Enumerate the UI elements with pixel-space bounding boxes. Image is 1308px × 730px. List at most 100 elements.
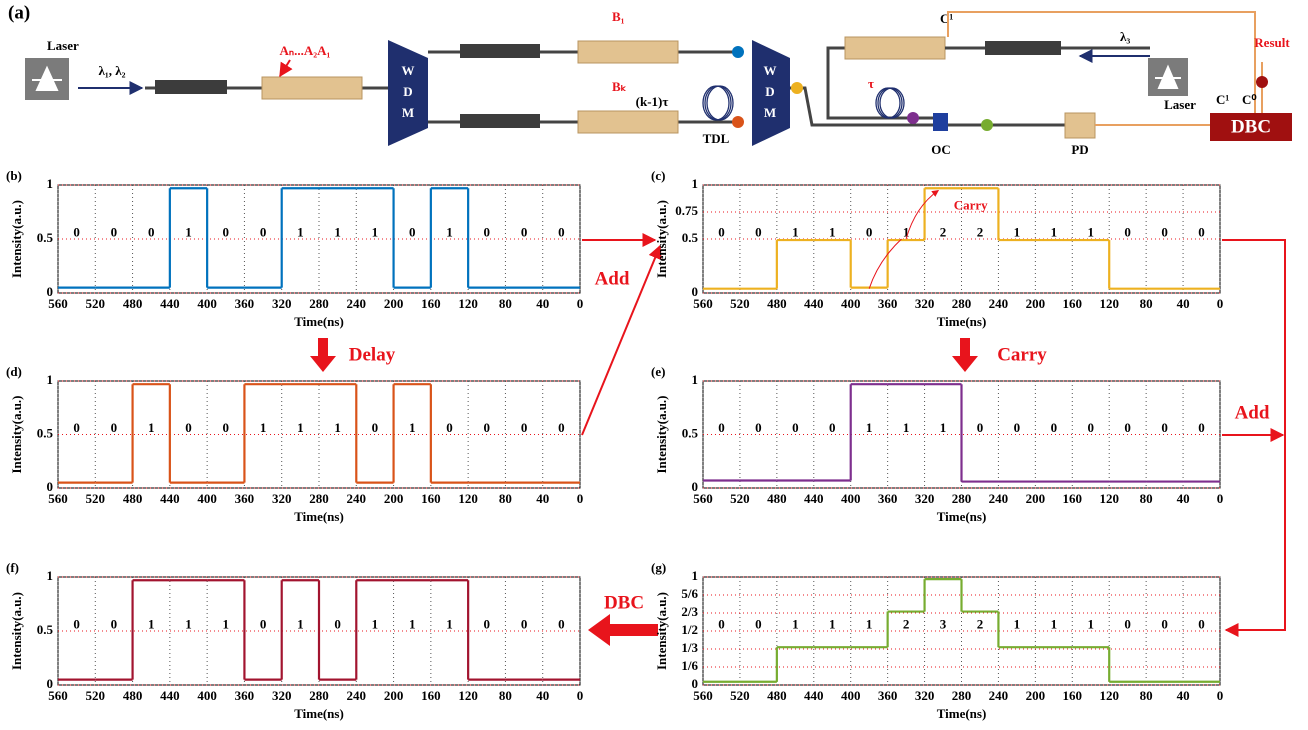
bit-label: 0 (1161, 225, 1168, 240)
bit-label: 1 (1014, 617, 1021, 632)
x-tick-label: 320 (915, 688, 935, 703)
x-tick-label: 440 (804, 688, 824, 703)
x-tick-label: 480 (123, 296, 143, 311)
x-tick-label: 280 (309, 296, 329, 311)
x-tick-label: 40 (1177, 296, 1190, 311)
x-tick-label: 120 (1099, 688, 1119, 703)
y-tick-label: 1/2 (681, 622, 698, 637)
pd-label: PD (1071, 142, 1088, 157)
phase-modulator (155, 80, 227, 94)
bit-label: 1 (223, 617, 230, 632)
wdm-letter: M (764, 105, 776, 120)
x-axis-label: Time(ns) (937, 706, 987, 721)
bit-label: 0 (1198, 420, 1205, 435)
coupler (933, 113, 948, 131)
bit-label: 0 (718, 420, 725, 435)
y-tick-label: 1 (47, 176, 54, 191)
x-tick-label: 80 (499, 296, 512, 311)
x-tick-label: 400 (841, 296, 861, 311)
x-tick-label: 520 (86, 688, 106, 703)
y-axis-label: Intensity(a.u.) (654, 200, 669, 278)
wdm-letter: D (765, 84, 774, 99)
flow-label: Delay (349, 344, 396, 365)
bit-label: 1 (334, 420, 341, 435)
y-tick-label: 1 (47, 372, 54, 387)
x-tick-label: 80 (1140, 688, 1153, 703)
fiber (790, 48, 1065, 125)
signal-label: Aₙ...A₂A₁ (280, 43, 331, 58)
wdm-letter: M (402, 105, 414, 120)
x-tick-label: 440 (160, 296, 180, 311)
laser-label: Laser (1164, 97, 1196, 112)
x-tick-label: 40 (1177, 491, 1190, 506)
delay-line (876, 88, 904, 118)
panel-label: (b) (6, 168, 22, 183)
bit-label: 0 (755, 617, 762, 632)
y-tick-label: 0 (692, 284, 699, 299)
x-tick-label: 80 (499, 688, 512, 703)
bit-label: 1 (866, 617, 873, 632)
bit-label: 1 (1088, 617, 1095, 632)
x-tick-label: 440 (804, 491, 824, 506)
x-tick-label: 440 (160, 491, 180, 506)
x-tick-label: 280 (952, 688, 972, 703)
bit-label: 0 (1161, 617, 1168, 632)
bit-label: 1 (829, 617, 836, 632)
bit-label: 1 (866, 420, 873, 435)
bit-label: 1 (185, 617, 192, 632)
y-tick-label: 2/3 (681, 604, 698, 619)
x-tick-label: 360 (878, 296, 898, 311)
bit-label: 0 (1124, 617, 1131, 632)
oc-label: OC (931, 142, 951, 157)
x-tick-label: 360 (235, 491, 255, 506)
x-tick-label: 0 (577, 491, 584, 506)
port-label: C⁰ (1242, 92, 1257, 107)
x-axis-label: Time(ns) (294, 706, 344, 721)
flow-label: Carry (997, 344, 1047, 365)
x-tick-label: 400 (197, 491, 217, 506)
x-tick-label: 120 (458, 688, 478, 703)
y-tick-label: 0.5 (682, 230, 699, 245)
x-tick-label: 480 (123, 688, 143, 703)
bit-label: 1 (372, 617, 379, 632)
bit-label: 0 (111, 420, 118, 435)
x-tick-label: 120 (458, 491, 478, 506)
bit-label: 1 (148, 617, 155, 632)
modulator (845, 37, 945, 59)
x-tick-label: 0 (1217, 491, 1224, 506)
bit-label: 0 (111, 225, 118, 240)
bit-label: 0 (484, 617, 491, 632)
bit-label: 1 (334, 225, 341, 240)
y-tick-label: 1/3 (681, 640, 698, 655)
bit-label: 1 (446, 225, 453, 240)
bit-label: 1 (792, 225, 799, 240)
tdl-label: TDL (703, 131, 730, 146)
x-tick-label: 400 (197, 688, 217, 703)
bit-label: 1 (297, 420, 304, 435)
probe (732, 116, 744, 128)
bit-label: 1 (903, 420, 910, 435)
phase-modulator (985, 41, 1061, 55)
panel-label: (e) (651, 364, 665, 379)
x-tick-label: 200 (384, 491, 404, 506)
bit-label: 0 (829, 420, 836, 435)
bit-label: 0 (73, 420, 80, 435)
flow-label: DBC (604, 592, 644, 613)
phase-modulator (460, 44, 540, 58)
x-tick-label: 40 (1177, 688, 1190, 703)
x-tick-label: 520 (730, 688, 750, 703)
y-tick-label: 1/6 (681, 658, 698, 673)
bit-label: 0 (1051, 420, 1058, 435)
delay-line (703, 86, 733, 120)
chart: 5605204804404003603202802402001601208040… (651, 364, 1223, 524)
bit-label: 1 (185, 225, 192, 240)
bit-label: 1 (1014, 225, 1021, 240)
y-tick-label: 1 (47, 568, 54, 583)
x-tick-label: 520 (86, 296, 106, 311)
thick-arrow (952, 338, 978, 372)
bit-label: 0 (223, 225, 230, 240)
chart: 5605204804404003603202802402001601208040… (6, 168, 583, 329)
y-axis-label: Intensity(a.u.) (9, 592, 24, 670)
bit-label: 0 (792, 420, 799, 435)
